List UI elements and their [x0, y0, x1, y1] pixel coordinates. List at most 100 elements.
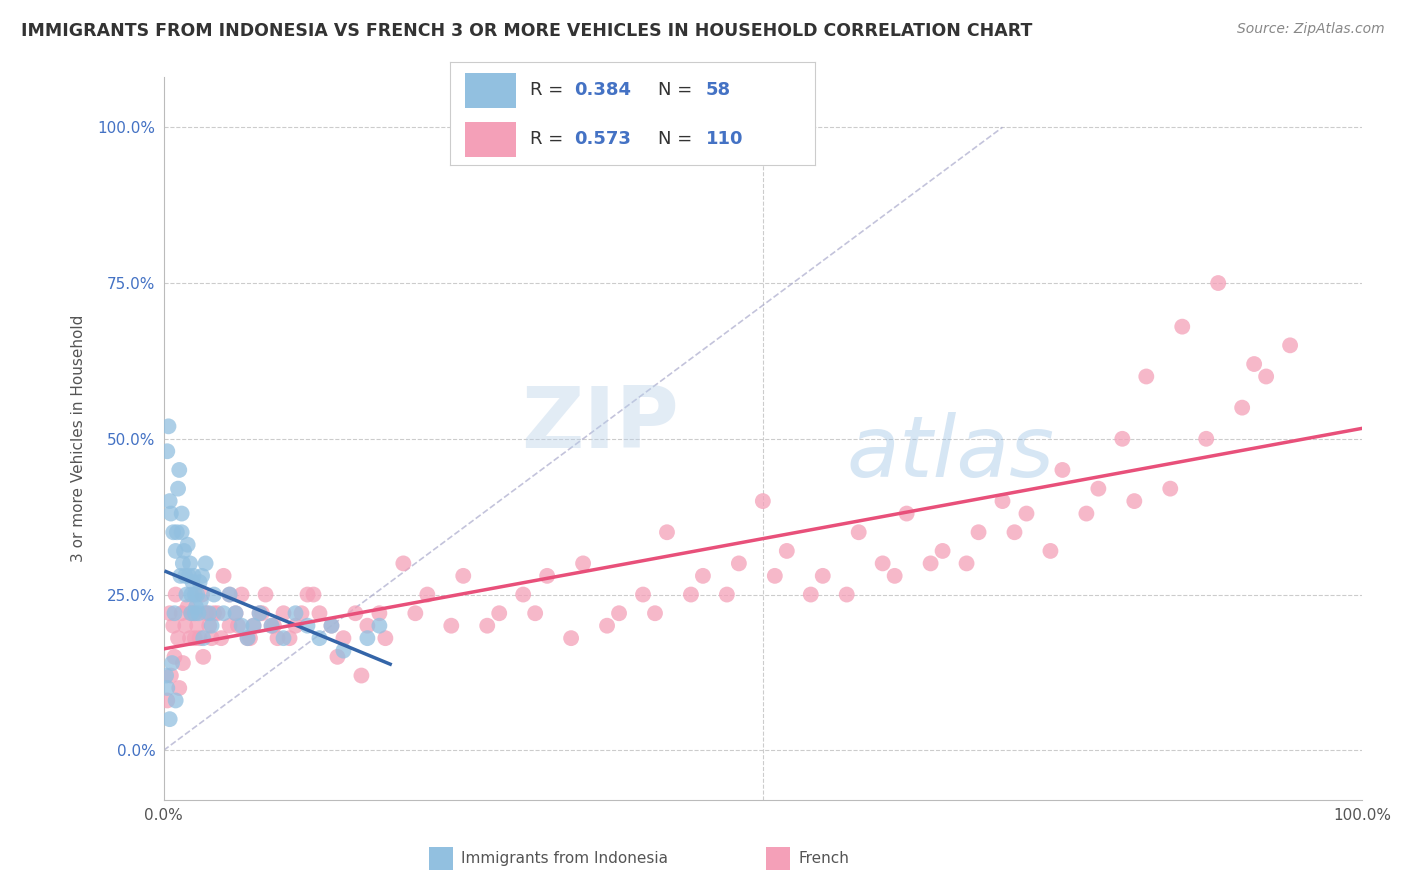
- Point: [193, 631, 215, 645]
- Point: [195, 606, 218, 620]
- Point: [800, 588, 823, 602]
- Point: [1076, 507, 1098, 521]
- Point: [776, 544, 799, 558]
- Point: [477, 618, 499, 632]
- Point: [835, 588, 858, 602]
- Point: [356, 618, 378, 632]
- Point: [163, 649, 186, 664]
- Point: [160, 656, 183, 670]
- Point: [967, 525, 990, 540]
- Point: [344, 606, 367, 620]
- Point: [188, 631, 211, 645]
- Point: [250, 606, 273, 620]
- Point: [931, 544, 953, 558]
- Point: [201, 631, 224, 645]
- Text: Source: ZipAtlas.com: Source: ZipAtlas.com: [1237, 22, 1385, 37]
- Point: [284, 606, 307, 620]
- Point: [1256, 369, 1278, 384]
- Point: [181, 575, 204, 590]
- Point: [165, 544, 187, 558]
- Point: [392, 557, 415, 571]
- Point: [179, 557, 201, 571]
- Point: [249, 606, 271, 620]
- Point: [451, 569, 474, 583]
- Point: [165, 693, 187, 707]
- Point: [159, 494, 181, 508]
- Point: [297, 588, 319, 602]
- Point: [173, 544, 195, 558]
- Text: IMMIGRANTS FROM INDONESIA VS FRENCH 3 OR MORE VEHICLES IN HOUSEHOLD CORRELATION : IMMIGRANTS FROM INDONESIA VS FRENCH 3 OR…: [21, 22, 1032, 40]
- Point: [218, 588, 240, 602]
- Point: [165, 588, 187, 602]
- Point: [184, 600, 207, 615]
- Point: [239, 631, 262, 645]
- Text: N =: N =: [658, 130, 699, 148]
- Point: [848, 525, 870, 540]
- Point: [607, 606, 630, 620]
- Point: [920, 557, 942, 571]
- Point: [160, 507, 183, 521]
- Point: [167, 631, 190, 645]
- Point: [194, 557, 217, 571]
- Point: [350, 668, 373, 682]
- Point: [160, 668, 183, 682]
- Point: [374, 631, 396, 645]
- Point: [226, 618, 249, 632]
- Point: [174, 618, 197, 632]
- Point: [169, 569, 191, 583]
- Point: [183, 606, 205, 620]
- Point: [332, 643, 354, 657]
- Point: [174, 569, 197, 583]
- Point: [536, 569, 558, 583]
- Point: [156, 681, 179, 695]
- Point: [218, 618, 240, 632]
- Point: [368, 618, 391, 632]
- Point: [1195, 432, 1218, 446]
- Point: [249, 606, 271, 620]
- Point: [156, 693, 179, 707]
- Point: [512, 588, 534, 602]
- Point: [991, 494, 1014, 508]
- Point: [190, 594, 212, 608]
- Point: [176, 600, 198, 615]
- Text: 58: 58: [706, 81, 731, 99]
- Point: [198, 606, 221, 620]
- Point: [187, 606, 209, 620]
- Point: [273, 606, 295, 620]
- Point: [763, 569, 786, 583]
- Point: [193, 649, 215, 664]
- Text: French: French: [799, 852, 849, 866]
- Point: [1159, 482, 1181, 496]
- Point: [170, 525, 193, 540]
- Point: [488, 606, 510, 620]
- Point: [236, 631, 259, 645]
- Point: [159, 606, 181, 620]
- Point: [596, 618, 619, 632]
- Point: [166, 525, 188, 540]
- Point: [170, 606, 193, 620]
- Point: [728, 557, 751, 571]
- Point: [321, 618, 343, 632]
- Point: [302, 588, 325, 602]
- Point: [167, 482, 190, 496]
- FancyBboxPatch shape: [464, 73, 516, 108]
- Point: [176, 538, 198, 552]
- Point: [155, 668, 177, 682]
- Point: [157, 419, 180, 434]
- Point: [212, 569, 235, 583]
- Point: [188, 575, 211, 590]
- Point: [284, 618, 307, 632]
- Point: [260, 618, 283, 632]
- Point: [872, 557, 894, 571]
- Point: [201, 618, 224, 632]
- Point: [1087, 482, 1109, 496]
- Point: [266, 631, 288, 645]
- Point: [186, 618, 208, 632]
- Point: [180, 606, 202, 620]
- Point: [896, 507, 918, 521]
- Point: [278, 631, 301, 645]
- Point: [631, 588, 654, 602]
- Point: [167, 681, 190, 695]
- Point: [225, 606, 247, 620]
- Point: [198, 618, 221, 632]
